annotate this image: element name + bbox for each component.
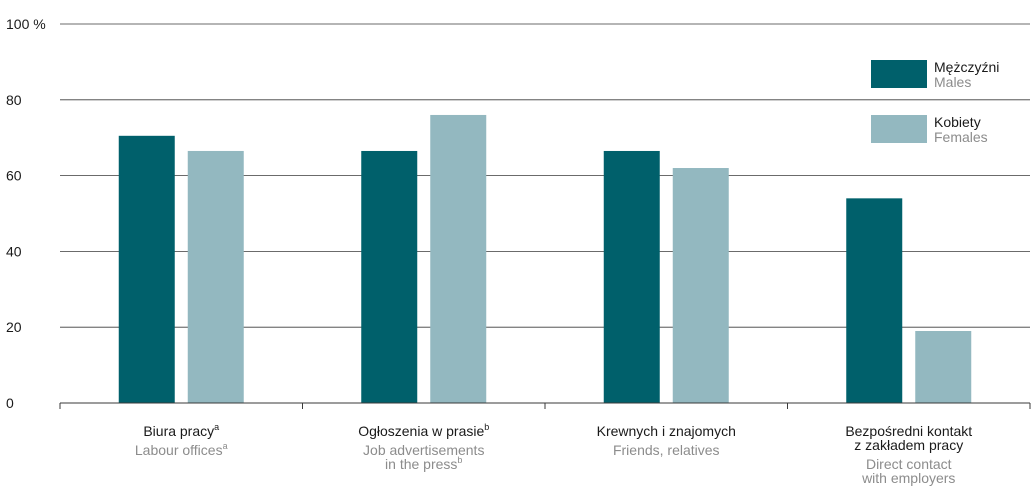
bar	[846, 198, 903, 403]
category-label-en: Job advertisements	[363, 442, 484, 458]
y-tick-label: 20	[6, 319, 22, 335]
y-axis: 0 20 40 60 80 100 %	[6, 16, 46, 411]
bar	[361, 150, 418, 403]
legend-swatch	[871, 60, 927, 88]
category-label: z zakładem pracy	[854, 437, 963, 453]
bar	[187, 150, 244, 403]
category-label-en: in the pressb	[385, 455, 462, 472]
category-label: Bezpośredni kontakt	[845, 423, 972, 439]
category-label: Krewnych i znajomych	[597, 423, 736, 439]
y-tick-label: 0	[6, 395, 14, 411]
legend-label-en: Females	[934, 129, 988, 145]
y-tick-label: 80	[6, 92, 22, 108]
bar	[603, 150, 660, 403]
category-label: Biura pracya	[143, 422, 219, 439]
y-tick-label: 60	[6, 168, 22, 184]
y-tick-label: 40	[6, 243, 22, 259]
bar	[672, 168, 729, 403]
category-label-en: Direct contact	[866, 456, 952, 472]
category-label-en: Friends, relatives	[613, 442, 720, 458]
bars	[118, 114, 972, 404]
legend-label-en: Males	[934, 74, 971, 90]
category-label-en: Labour officesa	[135, 441, 228, 458]
bar	[430, 114, 487, 404]
category-label: Ogłoszenia w prasieb	[358, 422, 489, 439]
category-label-en: with employers	[861, 470, 955, 486]
legend-swatch	[871, 115, 927, 143]
bar	[118, 135, 175, 403]
x-axis	[59, 402, 1031, 409]
y-tick-label: 100 %	[6, 16, 46, 32]
bar	[915, 330, 972, 403]
legend-label: Mężczyźni	[934, 59, 999, 75]
legend-label: Kobiety	[934, 114, 981, 130]
category-labels: Biura pracya Labour officesa Ogłoszenia w …	[135, 422, 972, 486]
